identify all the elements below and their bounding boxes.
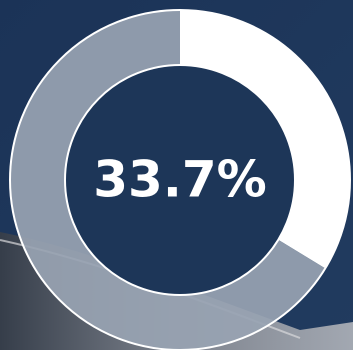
inner-ring [64,64,296,296]
donut-segment [180,10,351,269]
outer-ring [9,9,351,350]
donut-segment [10,10,326,350]
donut [10,10,351,350]
center-label: 33.7% [93,151,266,209]
